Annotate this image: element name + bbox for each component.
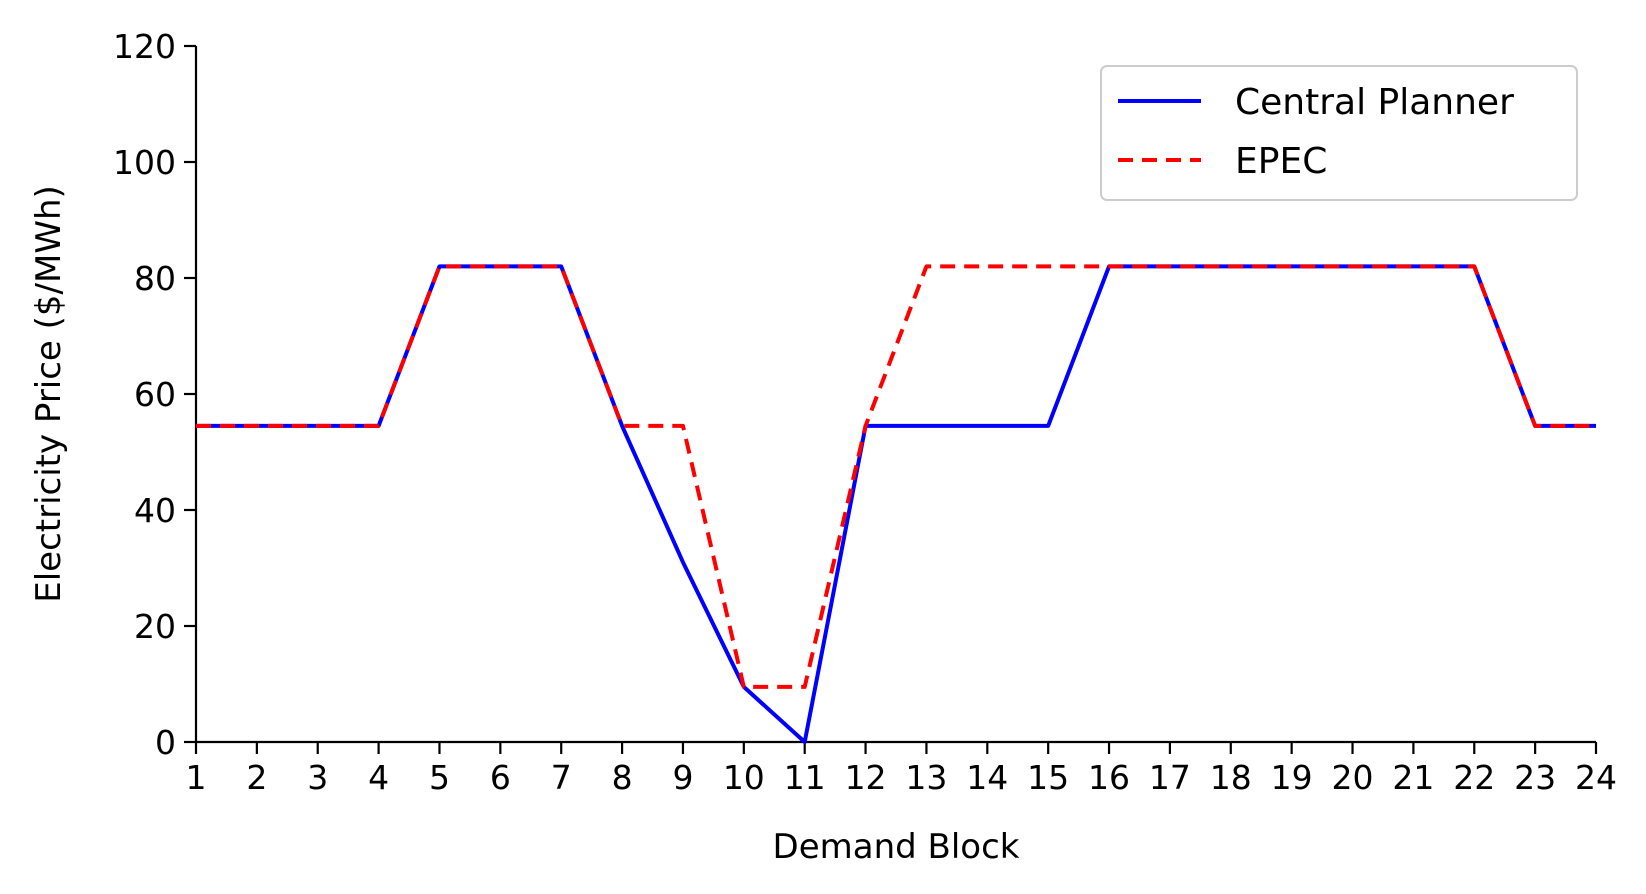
- x-tick-label: 2: [246, 758, 267, 797]
- x-tick-label: 15: [1027, 758, 1069, 797]
- x-tick-label: 1: [186, 758, 207, 797]
- x-ticks: 1 2 3 4 5 6 7 8 9 10 11 12 13 14 15 16 17 18 19 20 21 22 23 24: [186, 742, 1617, 797]
- legend-box: [1100, 65, 1578, 201]
- x-tick-label: 24: [1575, 758, 1617, 797]
- x-tick-label: 9: [672, 758, 693, 797]
- y-tick-label: 0: [155, 723, 176, 762]
- y-tick-label: 20: [134, 607, 176, 646]
- series-line-epec: [196, 264, 1596, 689]
- x-tick-label: 4: [368, 758, 389, 797]
- legend-items: Central Planner EPEC: [1118, 82, 1514, 182]
- x-tick-label: 10: [723, 758, 765, 797]
- x-tick-label: 23: [1514, 758, 1556, 797]
- legend-label: Central Planner: [1235, 82, 1514, 123]
- x-tick-label: 20: [1332, 758, 1374, 797]
- x-tick-label: 3: [307, 758, 328, 797]
- x-axis-label: Demand Block: [773, 827, 1020, 867]
- series-line-central-planner: [196, 264, 1596, 744]
- x-tick-label: 11: [784, 758, 826, 797]
- x-tick-label: 16: [1088, 758, 1130, 797]
- x-tick-label: 14: [966, 758, 1008, 797]
- x-tick-label: 12: [845, 758, 887, 797]
- legend: Central Planner EPEC: [1100, 65, 1578, 201]
- y-tick-label: 120: [113, 27, 176, 66]
- legend-label: EPEC: [1235, 141, 1327, 182]
- x-tick-label: 5: [429, 758, 450, 797]
- x-tick-label: 8: [612, 758, 633, 797]
- y-tick-label: 100: [113, 143, 176, 182]
- x-tick-label: 21: [1392, 758, 1434, 797]
- series-layer: [196, 264, 1596, 744]
- x-tick-label: 18: [1210, 758, 1252, 797]
- x-tick-label: 7: [551, 758, 572, 797]
- x-tick-label: 6: [490, 758, 511, 797]
- y-ticks: 0 20 40 60 80 100 120: [113, 27, 196, 762]
- y-axis-label: Electricity Price ($/MWh): [29, 185, 69, 603]
- x-tick-label: 17: [1149, 758, 1191, 797]
- x-tick-label: 22: [1453, 758, 1495, 797]
- x-tick-label: 19: [1271, 758, 1313, 797]
- y-tick-label: 60: [134, 375, 176, 414]
- x-tick-label: 13: [905, 758, 947, 797]
- y-tick-label: 40: [134, 491, 176, 530]
- y-tick-label: 80: [134, 259, 176, 298]
